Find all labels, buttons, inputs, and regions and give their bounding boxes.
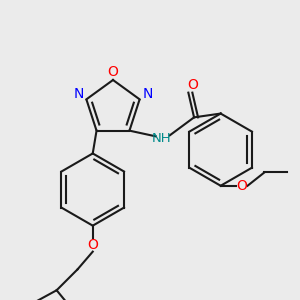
Text: NH: NH	[152, 132, 172, 145]
Text: N: N	[73, 87, 84, 101]
Text: O: O	[236, 179, 247, 193]
Text: N: N	[142, 87, 153, 101]
Text: O: O	[187, 78, 198, 92]
Text: O: O	[87, 238, 98, 252]
Text: O: O	[108, 65, 118, 79]
